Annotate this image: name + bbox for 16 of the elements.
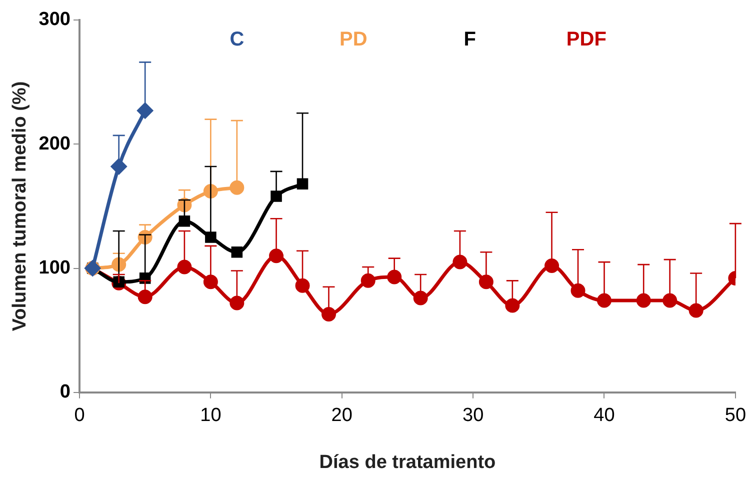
y-axis-title: Volumen tumoral medio (%)	[10, 81, 31, 332]
text: C	[230, 28, 244, 51]
text: F	[464, 28, 476, 51]
y-tick-label: 0	[60, 382, 70, 403]
x-tick-label: 40	[594, 405, 615, 426]
x-tick-label: 10	[200, 405, 222, 426]
x-axis-title: Días de tratamiento	[319, 452, 496, 473]
x-tick-label: 20	[331, 405, 352, 426]
text: PDF	[566, 28, 606, 51]
y-tick-label: 300	[38, 9, 70, 30]
text: PD	[340, 28, 368, 51]
x-tick-label: 50	[724, 405, 746, 426]
x-tick-label: 30	[462, 405, 484, 426]
y-tick-label: 100	[38, 258, 70, 278]
y-tick-label: 200	[38, 133, 70, 154]
x-tick-label: 0	[74, 405, 85, 426]
